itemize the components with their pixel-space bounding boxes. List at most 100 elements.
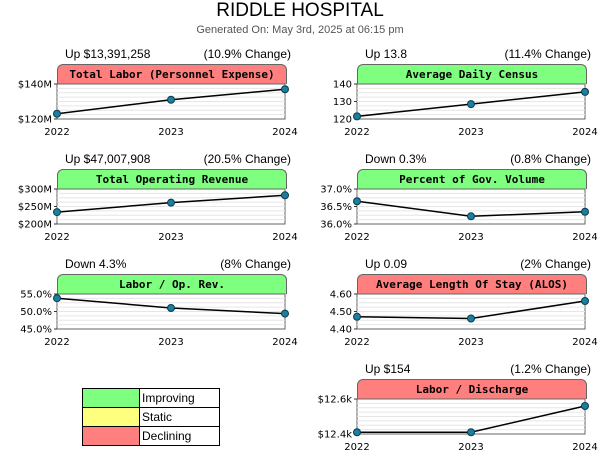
y-tick-label: $12.4k bbox=[318, 430, 353, 441]
change-percent: (2% Change) bbox=[520, 257, 591, 271]
change-amount: Down 4.3% bbox=[65, 257, 127, 271]
x-tick-label: 2022 bbox=[44, 232, 69, 243]
legend-label-declining: Declining bbox=[142, 429, 192, 443]
y-tick-label: $250M bbox=[18, 202, 52, 213]
data-point bbox=[353, 112, 361, 121]
change-amount: Up $154 bbox=[365, 362, 411, 376]
change-amount: Up 13.8 bbox=[365, 47, 408, 61]
change-amount: Up 0.09 bbox=[365, 257, 408, 271]
data-point bbox=[167, 95, 175, 104]
line-chart: 55.0% 50.0% 45.0%2022 2023 2024 bbox=[20, 290, 298, 349]
legend-row-static: Static bbox=[83, 408, 219, 427]
chart-title-banner: Labor / Discharge bbox=[357, 379, 587, 399]
data-point bbox=[467, 428, 475, 437]
x-tick-label: 2022 bbox=[344, 232, 369, 243]
x-tick-label: 2022 bbox=[344, 127, 369, 138]
change-percent: (0.8% Change) bbox=[510, 152, 591, 166]
x-tick-label: 2023 bbox=[158, 232, 183, 243]
x-tick-label: 2022 bbox=[344, 337, 369, 348]
legend-row-declining: Declining bbox=[83, 427, 219, 445]
data-point bbox=[467, 100, 475, 109]
y-tick-label: $300M bbox=[18, 185, 52, 196]
chart-title-banner: Total Operating Revenue bbox=[57, 169, 287, 189]
y-tick-label: 4.40 bbox=[330, 325, 352, 336]
data-point bbox=[167, 198, 175, 207]
data-point bbox=[167, 304, 175, 312]
x-tick-label: 2023 bbox=[458, 337, 483, 348]
data-point bbox=[53, 208, 61, 217]
line-chart: 37.0% 36.5% 36.0%2022 2023 2024 bbox=[320, 185, 598, 244]
change-amount: Up $13,391,258 bbox=[65, 47, 151, 61]
y-tick-label: 4.50 bbox=[330, 307, 352, 318]
data-point bbox=[281, 191, 289, 200]
data-point bbox=[467, 212, 475, 221]
legend-swatch-improving bbox=[83, 389, 140, 407]
y-tick-label: $200M bbox=[18, 220, 52, 231]
y-tick-label: 37.0% bbox=[320, 185, 352, 196]
y-tick-label: 36.5% bbox=[320, 202, 352, 213]
change-percent: (10.9% Change) bbox=[203, 47, 291, 61]
y-tick-label: 140 bbox=[333, 80, 352, 91]
kpi-panel: Up $13,391,258 (10.9% Change) Total Labor … bbox=[0, 47, 300, 152]
x-tick-label: 2023 bbox=[158, 337, 183, 348]
change-percent: (8% Change) bbox=[220, 257, 291, 271]
x-tick-label: 2024 bbox=[572, 337, 597, 348]
x-tick-label: 2024 bbox=[572, 442, 597, 453]
kpi-panel: Up $47,007,908 (20.5% Change) Total Operat… bbox=[0, 152, 300, 257]
chart-title-banner: Labor / Op. Rev. bbox=[57, 274, 287, 294]
x-tick-label: 2023 bbox=[158, 127, 183, 138]
data-point bbox=[581, 402, 589, 410]
chart-title-banner: Percent of Gov. Volume bbox=[357, 169, 587, 189]
chart-title-banner: Total Labor (Personnel Expense) bbox=[57, 64, 287, 84]
x-tick-label: 2023 bbox=[458, 442, 483, 453]
chart-title-banner: Average Length Of Stay (ALOS) bbox=[357, 274, 587, 294]
y-tick-label: 45.0% bbox=[20, 325, 52, 336]
chart-title-banner: Average Daily Census bbox=[357, 64, 587, 84]
y-tick-label: 120 bbox=[333, 115, 352, 126]
kpi-panel: Down 0.3% (0.8% Change) Percent of Gov. Vo… bbox=[300, 152, 600, 257]
y-tick-label: 36.0% bbox=[320, 220, 352, 231]
legend-row-improving: Improving bbox=[83, 389, 219, 408]
data-point bbox=[353, 197, 361, 206]
data-point bbox=[581, 297, 589, 305]
y-tick-label: 130 bbox=[333, 97, 352, 108]
x-tick-label: 2022 bbox=[44, 127, 69, 138]
data-point bbox=[581, 87, 589, 96]
change-amount: Up $47,007,908 bbox=[65, 152, 151, 166]
x-tick-label: 2023 bbox=[458, 232, 483, 243]
y-tick-label: 50.0% bbox=[20, 307, 52, 318]
generated-timestamp: Generated On: May 3rd, 2025 at 06:15 pm bbox=[196, 24, 404, 36]
change-percent: (11.4% Change) bbox=[504, 47, 592, 61]
change-amount: Down 0.3% bbox=[365, 152, 427, 166]
y-tick-label: $140M bbox=[18, 80, 52, 91]
x-tick-label: 2024 bbox=[272, 127, 297, 138]
data-point bbox=[467, 314, 475, 323]
y-tick-label: 55.0% bbox=[20, 290, 52, 301]
kpi-panel: Up 0.09 (2% Change) Average Length Of Stay… bbox=[300, 257, 600, 362]
kpi-panel: Up $154 (1.2% Change) Labor / Discharge $12… bbox=[300, 362, 600, 467]
x-tick-label: 2022 bbox=[344, 442, 369, 453]
x-tick-label: 2024 bbox=[572, 232, 597, 243]
data-point bbox=[53, 294, 61, 303]
legend-label-improving: Improving bbox=[142, 391, 195, 405]
x-tick-label: 2024 bbox=[572, 127, 597, 138]
legend-label-static: Static bbox=[142, 410, 173, 424]
y-tick-label: $120M bbox=[18, 115, 52, 126]
page-title: RIDDLE HOSPITAL bbox=[216, 0, 384, 21]
change-percent: (20.5% Change) bbox=[203, 152, 291, 166]
data-point bbox=[281, 85, 289, 94]
x-tick-label: 2023 bbox=[458, 127, 483, 138]
x-tick-label: 2024 bbox=[272, 337, 297, 348]
data-point bbox=[581, 207, 589, 216]
kpi-panel: Up 13.8 (11.4% Change) Average Daily Censu… bbox=[300, 47, 600, 152]
data-point bbox=[53, 109, 61, 118]
legend-swatch-declining bbox=[83, 427, 140, 445]
change-percent: (1.2% Change) bbox=[510, 362, 591, 376]
x-tick-label: 2024 bbox=[272, 232, 297, 243]
data-point bbox=[353, 428, 361, 437]
legend-swatch-static bbox=[83, 408, 140, 426]
